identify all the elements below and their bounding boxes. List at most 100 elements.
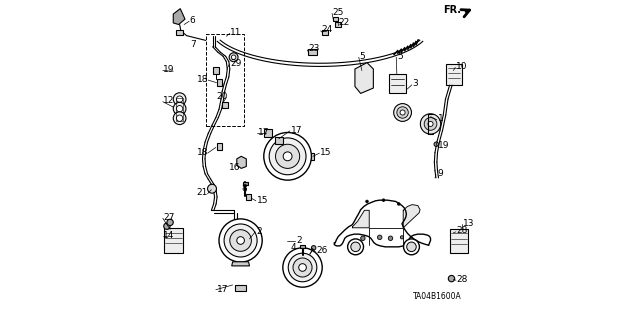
Circle shape	[382, 199, 385, 201]
Circle shape	[177, 115, 183, 122]
Circle shape	[269, 138, 306, 175]
Text: 17: 17	[217, 285, 228, 293]
Circle shape	[207, 184, 216, 193]
Circle shape	[237, 237, 244, 244]
Circle shape	[448, 275, 454, 282]
Bar	[322, 30, 328, 35]
Text: 11: 11	[230, 28, 242, 37]
Bar	[389, 74, 406, 93]
Circle shape	[288, 253, 317, 282]
Circle shape	[177, 96, 183, 102]
Circle shape	[397, 203, 400, 205]
Circle shape	[276, 144, 300, 168]
Text: 27: 27	[163, 213, 175, 222]
Text: 26: 26	[316, 247, 327, 256]
Text: FR.: FR.	[443, 5, 461, 15]
Text: 29: 29	[230, 59, 242, 68]
Bar	[264, 129, 273, 137]
Text: 13: 13	[463, 219, 474, 227]
Text: 19: 19	[163, 65, 175, 74]
Bar	[217, 143, 223, 150]
Polygon shape	[232, 262, 250, 266]
Circle shape	[428, 122, 433, 126]
Circle shape	[224, 224, 257, 257]
Bar	[164, 228, 184, 253]
Circle shape	[177, 106, 183, 112]
Circle shape	[420, 114, 441, 134]
Bar	[206, 34, 244, 126]
Circle shape	[219, 219, 262, 262]
Text: 2: 2	[257, 227, 262, 236]
Bar	[177, 98, 183, 122]
Circle shape	[230, 230, 252, 251]
Text: 2: 2	[296, 236, 302, 245]
Text: 22: 22	[339, 18, 349, 27]
Text: 10: 10	[456, 62, 467, 71]
Polygon shape	[403, 204, 420, 228]
Text: 6: 6	[190, 16, 196, 25]
Bar	[275, 137, 283, 144]
Circle shape	[404, 239, 419, 255]
Circle shape	[400, 110, 405, 115]
Circle shape	[167, 219, 173, 226]
Circle shape	[378, 235, 382, 240]
Text: 17: 17	[258, 128, 269, 137]
Bar	[213, 67, 219, 74]
Circle shape	[365, 200, 368, 203]
Text: 28: 28	[456, 275, 468, 284]
Circle shape	[229, 53, 238, 62]
Circle shape	[348, 239, 364, 255]
Circle shape	[401, 236, 404, 239]
Text: 5: 5	[360, 52, 365, 61]
Circle shape	[232, 55, 236, 59]
Circle shape	[164, 223, 170, 229]
Text: 18: 18	[197, 75, 209, 84]
Text: 28: 28	[456, 226, 468, 235]
Text: 19: 19	[438, 141, 449, 150]
Circle shape	[283, 248, 322, 287]
Bar	[235, 285, 246, 291]
Circle shape	[283, 152, 292, 161]
Text: 16: 16	[228, 163, 240, 172]
Polygon shape	[237, 156, 246, 168]
Text: 17: 17	[291, 126, 302, 135]
Circle shape	[173, 102, 186, 115]
Text: 9: 9	[437, 169, 443, 178]
Circle shape	[312, 246, 316, 250]
Text: 20: 20	[216, 92, 227, 101]
Text: 21: 21	[197, 188, 208, 197]
Bar	[246, 194, 252, 200]
Text: TA04B1600A: TA04B1600A	[413, 292, 462, 301]
Text: 14: 14	[163, 231, 174, 240]
Text: 4: 4	[291, 243, 296, 252]
Circle shape	[173, 112, 186, 124]
Polygon shape	[173, 9, 185, 25]
Circle shape	[434, 142, 438, 146]
Text: 1: 1	[438, 114, 444, 123]
Circle shape	[424, 118, 437, 130]
Bar	[222, 102, 228, 108]
Text: 5: 5	[397, 52, 403, 61]
Bar	[300, 245, 305, 249]
Circle shape	[406, 242, 416, 252]
Text: 15: 15	[257, 196, 268, 205]
Bar	[333, 17, 338, 21]
Circle shape	[264, 132, 312, 180]
Text: 7: 7	[191, 40, 196, 49]
Circle shape	[173, 93, 186, 106]
Circle shape	[361, 236, 365, 241]
Text: 3: 3	[413, 79, 419, 88]
Bar	[177, 30, 184, 35]
Bar	[335, 22, 341, 27]
Circle shape	[388, 236, 393, 241]
Bar	[217, 79, 223, 86]
Text: 25: 25	[333, 8, 344, 17]
Bar	[309, 152, 314, 160]
Bar	[449, 229, 468, 253]
Circle shape	[293, 258, 312, 277]
Text: 18: 18	[196, 148, 208, 157]
Text: 23: 23	[308, 44, 319, 54]
Bar	[447, 63, 461, 85]
Text: 24: 24	[321, 26, 333, 34]
Bar	[308, 49, 317, 55]
